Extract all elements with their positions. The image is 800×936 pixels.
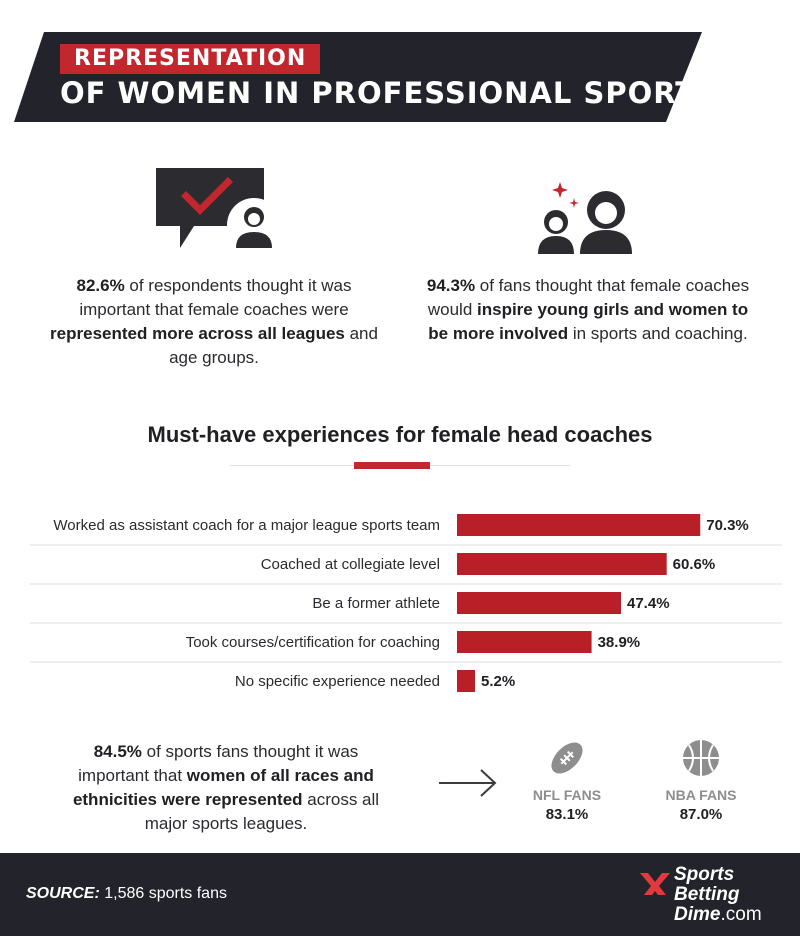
basketball-icon <box>683 740 719 776</box>
nba-fans: NBA FANS 87.0% <box>646 738 756 823</box>
bar <box>457 514 701 536</box>
logo-text: Sports Betting Dime.com <box>674 865 762 925</box>
stat-coaches-part-2: represented more across all leagues <box>50 324 345 343</box>
stat-races-part-3: across all major sports leagues. <box>144 790 380 833</box>
source-note: SOURCE: 1,586 sports fans <box>26 885 227 903</box>
bar-category-label: No specific experience needed <box>235 673 440 690</box>
footer: SOURCE: 1,586 sports fans Sports Betting… <box>0 853 800 936</box>
logo-line-sports: Sports <box>674 864 735 885</box>
bar-value-label: 60.6% <box>673 556 716 573</box>
bar <box>457 553 667 575</box>
bar-value-label: 38.9% <box>598 634 641 651</box>
sports-betting-dime-logo[interactable]: Sports Betting Dime.com <box>640 863 790 933</box>
logo-line-betting: Betting <box>674 884 740 905</box>
nfl-fans: NFL FANS 83.1% <box>512 738 622 823</box>
stat-inspire-part-1: of fans thought that female coaches woul… <box>427 276 750 319</box>
stat-coaches-representation: 82.6% of respondents thought it was impo… <box>44 274 384 370</box>
source-label: SOURCE: <box>26 885 100 902</box>
stat-inspire-part-0: 94.3% <box>426 276 476 295</box>
checkmark-speech-bubble-woman-icon <box>156 168 281 257</box>
bar <box>457 670 475 692</box>
bar <box>457 631 592 653</box>
stat-inspire-girls: 94.3% of fans thought that female coache… <box>418 274 758 346</box>
bar-value-label: 5.2% <box>481 673 515 690</box>
page-title: OF WOMEN IN PROFESSIONAL SPORTS <box>60 76 718 110</box>
chart-title: Must-have experiences for female head co… <box>147 422 653 447</box>
bar-category-label: Coached at collegiate level <box>261 556 440 573</box>
stat-inspire-part-3: in sports and coaching. <box>568 324 748 343</box>
nba-fans-label: NBA FANS <box>665 787 737 803</box>
stat-coaches-part-0: 82.6% <box>76 276 125 295</box>
source-text: 1,586 sports fans <box>99 885 227 902</box>
nba-fans-value: 87.0% <box>679 806 723 823</box>
stat-coaches-part-1: of respondents thought it was important … <box>79 276 352 319</box>
nfl-fans-value: 83.1% <box>545 806 589 823</box>
bar-value-label: 70.3% <box>706 517 749 534</box>
arrow-right-icon <box>439 769 497 797</box>
experiences-bar-chart: Worked as assistant coach for a major le… <box>30 514 782 692</box>
football-icon <box>551 742 583 774</box>
logo-suffix: .com <box>720 904 762 925</box>
header-tag: REPRESENTATION <box>60 44 321 74</box>
bar <box>457 592 622 614</box>
bar-category-label: Worked as assistant coach for a major le… <box>53 517 440 534</box>
stat-races-part-0: 84.5% <box>93 742 142 761</box>
logo-mark-icon <box>640 873 670 895</box>
bar-category-label: Be a former athlete <box>312 595 440 612</box>
stat-races-ethnicities: 84.5% of sports fans thought it was impo… <box>56 740 396 836</box>
stat-inspire-part-2: inspire young girls and women to be more… <box>428 300 749 343</box>
bar-category-label: Took courses/certification for coaching <box>186 634 440 651</box>
stat-races-part-2: women of all races and ethnicities were … <box>72 766 374 809</box>
girl-and-woman-icon <box>534 178 644 261</box>
bar-value-label: 47.4% <box>627 595 670 612</box>
logo-line-dime: Dime <box>674 904 721 925</box>
nfl-fans-label: NFL FANS <box>532 787 602 803</box>
stat-races-part-1: of sports fans thought it was important … <box>78 742 359 785</box>
stat-coaches-part-3: and age groups. <box>169 324 378 367</box>
title-accent-bar <box>354 462 430 469</box>
